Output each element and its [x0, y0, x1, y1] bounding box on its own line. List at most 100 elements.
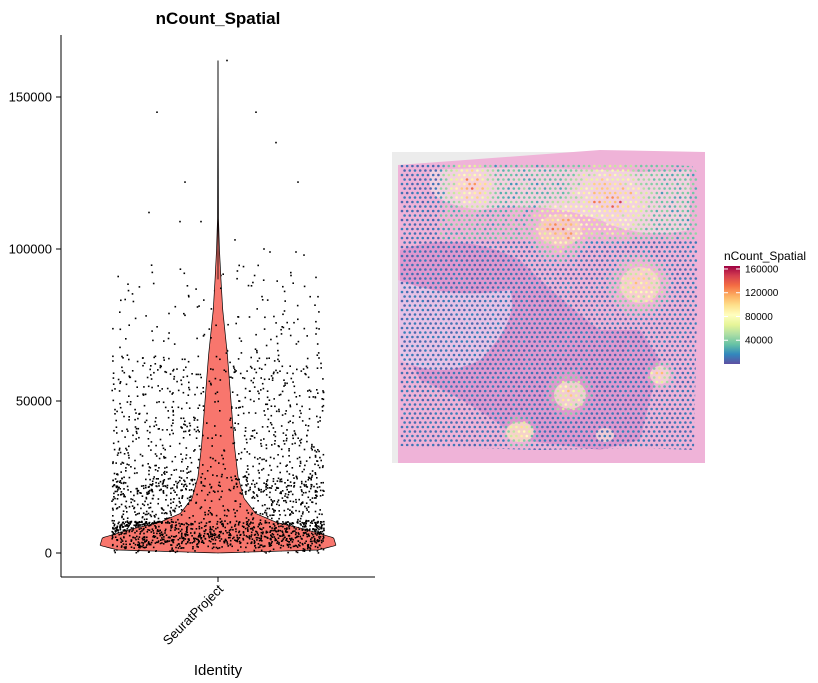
spatial-spot — [522, 268, 526, 271]
spatial-spot — [684, 241, 687, 244]
jitter-point — [182, 391, 185, 394]
spatial-spot — [561, 290, 565, 294]
jitter-point — [154, 464, 156, 467]
spatial-spot — [650, 263, 653, 267]
spatial-spot — [444, 232, 448, 235]
jitter-point — [227, 545, 229, 547]
jitter-point — [288, 541, 291, 543]
spatial-spot — [593, 227, 596, 231]
spatial-spot — [541, 254, 544, 258]
jitter-point — [145, 486, 147, 489]
jitter-point — [116, 526, 118, 529]
spatial-spot — [522, 286, 526, 289]
jitter-point — [172, 501, 175, 503]
jitter-point — [182, 539, 185, 542]
spatial-spot — [593, 200, 596, 204]
jitter-point — [138, 413, 140, 415]
jitter-point — [290, 538, 292, 540]
jitter-point — [253, 526, 255, 528]
jitter-point — [306, 535, 309, 538]
spatial-spot — [483, 191, 487, 195]
jitter-point — [319, 531, 322, 533]
spatial-spot — [689, 169, 692, 172]
spatial-spot — [439, 178, 443, 181]
jitter-point — [142, 544, 144, 546]
spatial-spot — [585, 241, 588, 244]
jitter-point — [218, 534, 221, 536]
jitter-point — [117, 494, 119, 496]
jitter-point — [252, 507, 255, 509]
spatial-spot — [678, 178, 682, 181]
spatial-spot — [538, 241, 542, 244]
spatial-spot — [574, 241, 578, 244]
spatial-spot — [470, 223, 474, 226]
jitter-point — [278, 408, 280, 411]
spatial-spot — [559, 232, 562, 235]
jitter-point — [258, 489, 261, 491]
jitter-point — [162, 490, 165, 492]
jitter-point — [173, 498, 175, 500]
jitter-point — [277, 522, 280, 525]
jitter-point — [321, 521, 323, 523]
jitter-point — [271, 485, 273, 487]
spatial-spot — [634, 281, 638, 285]
spatial-spot — [476, 178, 479, 181]
spatial-spot — [457, 191, 461, 195]
jitter-point — [209, 531, 212, 533]
spatial-spot — [424, 232, 427, 235]
jitter-point — [226, 477, 228, 479]
spatial-spot — [572, 227, 575, 231]
spatial-spot — [431, 272, 435, 276]
spatial-spot — [587, 281, 591, 285]
jitter-point — [188, 388, 191, 391]
spatial-spot — [634, 164, 638, 168]
spatial-spot — [502, 232, 505, 235]
jitter-point — [262, 279, 265, 281]
jitter-point — [146, 518, 148, 520]
spatial-spot — [541, 164, 544, 168]
jitter-point — [123, 546, 126, 548]
spatial-spot — [491, 286, 495, 289]
spatial-spot — [619, 272, 622, 276]
jitter-point — [195, 437, 198, 439]
jitter-point — [126, 354, 129, 356]
spatial-spot — [655, 173, 659, 177]
jitter-point — [139, 545, 142, 548]
spatial-spot — [429, 241, 432, 244]
jitter-point — [298, 456, 301, 459]
jitter-point — [144, 546, 146, 549]
spatial-spot — [416, 200, 419, 204]
jitter-point — [305, 502, 308, 504]
jitter-point — [129, 523, 131, 525]
jitter-point — [239, 541, 242, 544]
jitter-point — [191, 535, 193, 537]
jitter-point — [122, 521, 124, 524]
jitter-point — [306, 509, 308, 511]
spatial-spot — [637, 187, 640, 190]
spatial-spot — [593, 263, 596, 267]
spatial-spot — [520, 299, 523, 303]
spatial-spot — [408, 178, 412, 181]
jitter-point — [320, 527, 322, 530]
spatial-spot — [450, 241, 453, 244]
spatial-spot — [473, 200, 477, 204]
spatial-spot — [525, 191, 529, 195]
spatial-spot — [582, 299, 586, 303]
spatial-spot — [429, 286, 432, 289]
jitter-point — [155, 424, 158, 426]
spatial-spot — [673, 214, 677, 217]
jitter-point — [192, 483, 195, 486]
jitter-point — [245, 535, 248, 537]
jitter-point — [117, 378, 120, 381]
jitter-point — [284, 384, 286, 386]
jitter-point — [193, 419, 196, 421]
spatial-spot — [660, 182, 664, 186]
jitter-point — [142, 485, 145, 487]
spatial-spot — [439, 232, 443, 235]
jitter-point — [194, 417, 196, 419]
jitter-point — [180, 505, 182, 507]
spatial-spot — [533, 223, 536, 226]
jitter-point — [302, 548, 305, 550]
jitter-point — [241, 525, 244, 527]
spatial-spot — [509, 200, 513, 204]
